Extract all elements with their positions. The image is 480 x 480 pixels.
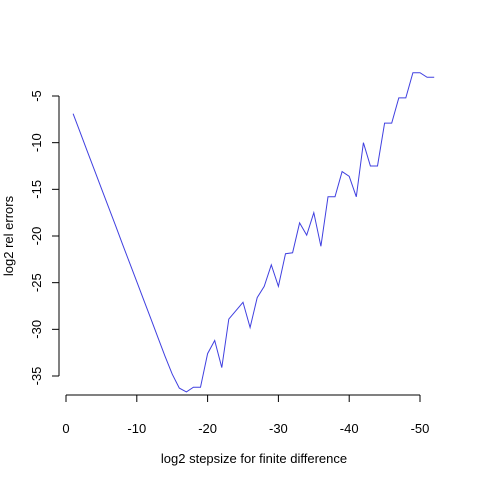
x-tick-label: 0 xyxy=(62,421,69,436)
plot-area xyxy=(72,72,435,393)
y-tick-label: -5 xyxy=(29,90,44,102)
y-axis-title: log2 rel errors xyxy=(1,195,16,276)
x-tick-label: -20 xyxy=(198,421,217,436)
y-tick-label: -35 xyxy=(29,367,44,386)
x-tick-label: -40 xyxy=(340,421,359,436)
y-tick-label: -15 xyxy=(29,180,44,199)
x-axis-title: log2 stepsize for finite difference xyxy=(161,451,347,466)
y-tick-label: -20 xyxy=(29,227,44,246)
x-tick-label: -50 xyxy=(411,421,430,436)
y-tick-label: -30 xyxy=(29,320,44,339)
y-tick-label: -10 xyxy=(29,133,44,152)
y-tick-label: -25 xyxy=(29,273,44,292)
x-tick-label: -30 xyxy=(269,421,288,436)
y-axis: -35 -30 -25 -20 -15 -10 -5 xyxy=(29,90,60,386)
x-axis: 0 -10 -20 -30 -40 -50 xyxy=(62,394,430,436)
x-tick-label: -10 xyxy=(127,421,146,436)
series-line xyxy=(72,72,435,393)
